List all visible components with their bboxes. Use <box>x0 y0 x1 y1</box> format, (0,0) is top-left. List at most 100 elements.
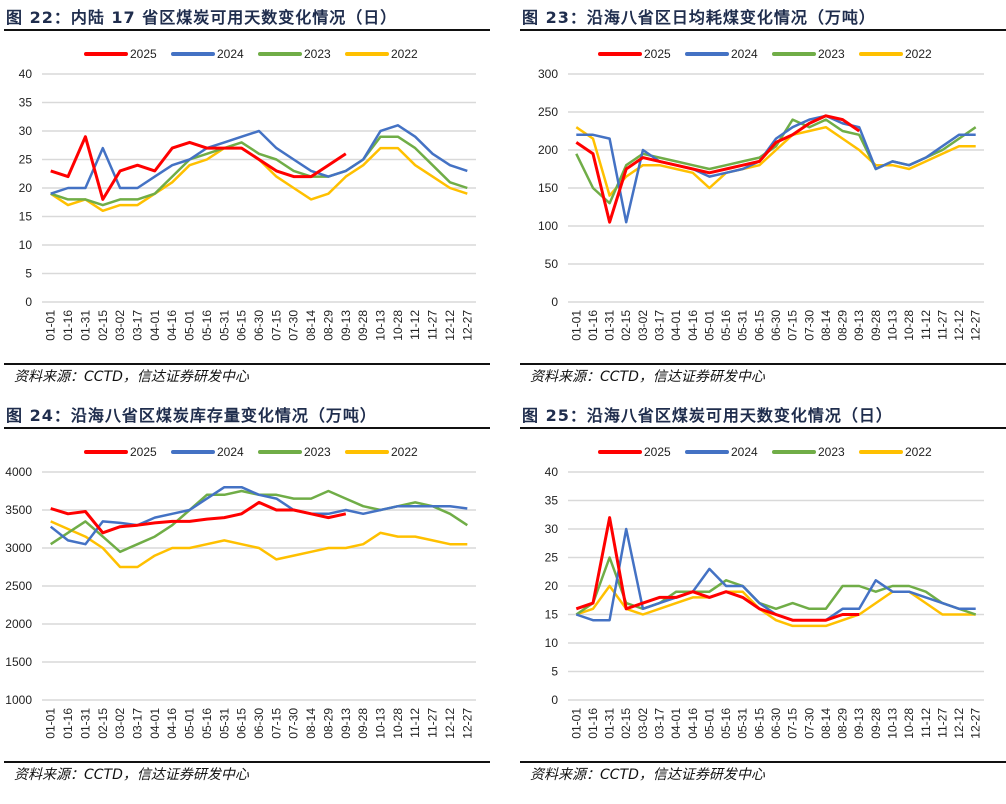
x-tick-label: 05-31 <box>736 708 750 739</box>
x-tick-label: 09-13 <box>852 310 866 341</box>
x-tick-label: 04-16 <box>165 310 179 341</box>
x-tick-label: 06-30 <box>769 708 783 739</box>
y-tick-label: 2500 <box>5 579 32 593</box>
x-tick-label: 02-15 <box>96 310 110 341</box>
x-tick-label: 10-13 <box>374 310 388 341</box>
x-tick-label: 09-28 <box>356 310 370 341</box>
footer-divider <box>520 363 1006 365</box>
y-tick-label: 3000 <box>5 541 32 555</box>
x-tick-label: 01-16 <box>61 310 75 341</box>
x-tick-label: 04-01 <box>148 310 162 341</box>
x-tick-label: 08-14 <box>304 708 318 739</box>
x-tick-label: 03-02 <box>113 708 127 739</box>
y-tick-label: 5 <box>551 665 558 679</box>
legend-label: 2023 <box>818 445 845 459</box>
x-tick-label: 05-16 <box>200 708 214 739</box>
legend-label: 2025 <box>130 47 157 61</box>
x-tick-label: 03-17 <box>653 310 667 341</box>
x-tick-label: 10-28 <box>391 708 405 739</box>
x-tick-label: 03-02 <box>636 310 650 341</box>
y-tick-label: 0 <box>551 295 558 309</box>
legend-label: 2023 <box>818 47 845 61</box>
x-tick-label: 01-31 <box>603 310 617 341</box>
x-tick-label: 05-01 <box>183 310 197 341</box>
x-tick-label: 07-30 <box>287 708 301 739</box>
x-tick-label: 06-15 <box>752 310 766 341</box>
x-tick-label: 06-30 <box>252 310 266 341</box>
chart-title: 图 24：沿海八省区煤炭库存量变化情况（万吨） <box>6 406 377 425</box>
series-line-2025 <box>575 516 860 622</box>
x-tick-label: 01-16 <box>586 310 600 341</box>
y-tick-label: 50 <box>545 257 559 271</box>
x-tick-label: 08-29 <box>321 708 335 739</box>
chart-title: 图 25：沿海八省区煤炭可用天数变化情况（日） <box>522 406 893 425</box>
chart-panel-25: 图 25：沿海八省区煤炭可用天数变化情况（日） 0 5 10 15 20 25 30 35 40… <box>516 398 1006 798</box>
y-tick-label: 20 <box>545 579 559 593</box>
legend-label: 2022 <box>391 445 418 459</box>
y-tick-label: 0 <box>551 693 558 707</box>
x-tick-label: 05-16 <box>719 310 733 341</box>
series-line-2025 <box>50 135 347 201</box>
y-tick-label: 4000 <box>5 465 32 479</box>
x-tick-label: 12-27 <box>460 310 474 341</box>
x-tick-label: 07-15 <box>786 708 800 739</box>
y-tick-label: 35 <box>19 96 33 110</box>
y-tick-label: 2000 <box>5 617 32 631</box>
y-tick-label: 200 <box>538 143 558 157</box>
x-tick-label: 06-15 <box>235 708 249 739</box>
footer-divider <box>4 363 490 365</box>
y-tick-label: 20 <box>19 181 33 195</box>
x-tick-label: 01-31 <box>78 310 92 341</box>
x-tick-label: 11-12 <box>408 708 422 738</box>
series-line-2023 <box>50 135 468 207</box>
x-tick-label: 02-15 <box>96 708 110 739</box>
title-divider <box>4 29 490 31</box>
x-tick-label: 01-16 <box>61 708 75 739</box>
x-tick-label: 09-13 <box>339 310 353 341</box>
y-tick-label: 25 <box>19 153 33 167</box>
x-tick-label: 08-29 <box>836 708 850 739</box>
x-tick-label: 05-16 <box>719 708 733 739</box>
x-tick-label: 06-15 <box>752 708 766 739</box>
y-tick-label: 0 <box>25 295 32 309</box>
series-line-2024 <box>576 114 976 224</box>
legend-label: 2023 <box>304 445 331 459</box>
chart-panel-22: 图 22：内陆 17 省区煤炭可用天数变化情况（日） 0 5 10 15 20 25 30 3… <box>0 0 490 400</box>
y-tick-label: 30 <box>545 522 559 536</box>
x-tick-label: 01-01 <box>569 708 583 739</box>
x-tick-label: 05-31 <box>217 310 231 341</box>
x-tick-label: 03-02 <box>636 708 650 739</box>
x-tick-label: 06-30 <box>769 310 783 341</box>
legend-label: 2022 <box>391 47 418 61</box>
y-tick-label: 250 <box>538 105 558 119</box>
y-tick-label: 5 <box>25 267 32 281</box>
x-tick-label: 12-27 <box>460 708 474 739</box>
x-tick-label: 05-01 <box>702 708 716 739</box>
title-divider <box>4 427 490 429</box>
legend-label: 2024 <box>217 445 244 459</box>
x-tick-label: 07-15 <box>269 708 283 739</box>
source-note: 资料来源：CCTD，信达证券研发中心 <box>14 767 249 783</box>
x-tick-label: 11-27 <box>935 708 949 738</box>
series-line-2024 <box>50 124 468 195</box>
footer-divider <box>4 761 490 763</box>
legend-label: 2022 <box>905 47 932 61</box>
x-tick-label: 09-13 <box>339 708 353 739</box>
x-tick-label: 03-17 <box>130 708 144 739</box>
chart-panel-24: 图 24：沿海八省区煤炭库存量变化情况（万吨） 1000 1500 2000 2500… <box>0 398 490 798</box>
x-tick-label: 08-14 <box>304 310 318 341</box>
x-tick-label: 01-31 <box>78 708 92 739</box>
x-tick-label: 10-28 <box>902 310 916 341</box>
x-tick-label: 04-16 <box>686 708 700 739</box>
y-tick-label: 30 <box>19 124 33 138</box>
x-tick-label: 12-27 <box>969 708 983 739</box>
x-tick-label: 12-12 <box>952 310 966 341</box>
x-tick-label: 05-16 <box>200 310 214 341</box>
x-tick-label: 10-13 <box>885 708 899 739</box>
x-tick-label: 01-01 <box>44 310 58 341</box>
x-tick-label: 05-01 <box>183 708 197 739</box>
y-tick-label: 25 <box>545 551 559 565</box>
chart-24: 1000 1500 2000 2500 3000 3500 4000 01-01 01-16 01… <box>5 445 476 739</box>
